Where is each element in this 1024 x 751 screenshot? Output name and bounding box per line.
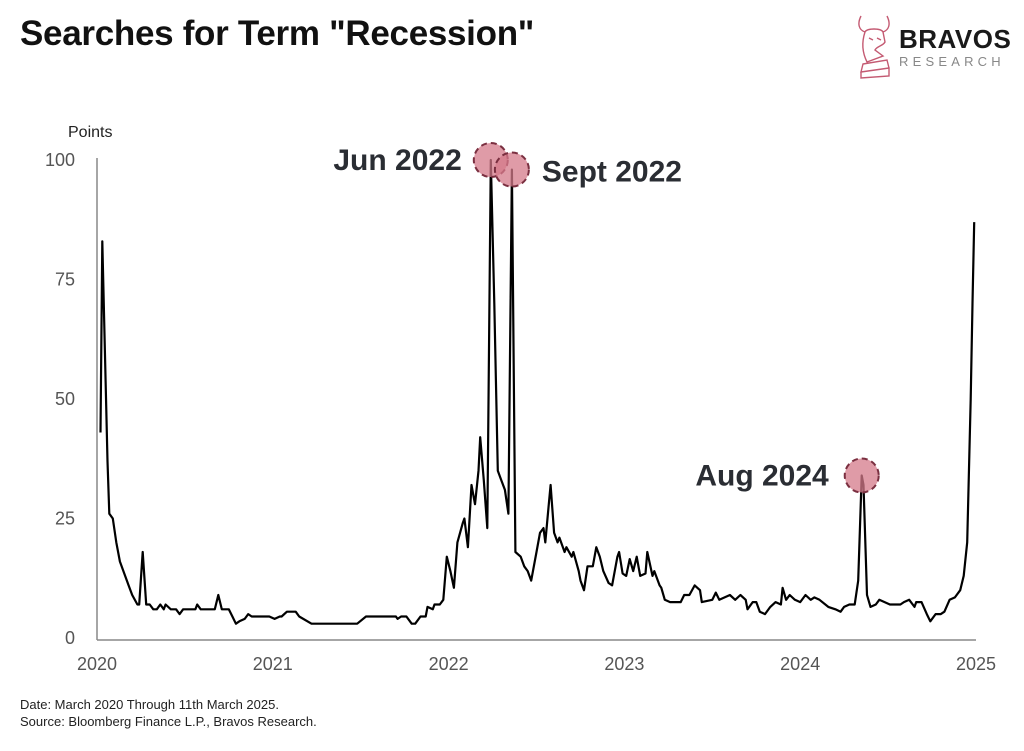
- y-axis-label: Points: [68, 124, 112, 141]
- highlight-marker: [843, 457, 880, 494]
- highlight-marker: [493, 151, 530, 188]
- page-title: Searches for Term "Recession": [20, 14, 535, 53]
- x-tick-label: 2023: [604, 654, 644, 674]
- bravos-knight-logo-icon: [858, 15, 890, 79]
- footnote-source: Source: Bloomberg Finance L.P., Bravos R…: [20, 714, 317, 729]
- series-line: [99, 158, 976, 625]
- logo: BRAVOS RESEARCH: [899, 26, 1011, 71]
- x-tick-label: 2024: [780, 654, 820, 674]
- annotation-label: Jun 2022: [333, 144, 461, 177]
- annotation-label: Sept 2022: [542, 156, 682, 189]
- x-tick-label: 2022: [429, 654, 469, 674]
- logo-brand: BRAVOS: [899, 24, 1012, 54]
- y-tick-label: 50: [55, 389, 75, 409]
- y-tick-label: 25: [55, 509, 75, 529]
- annotation-label: Aug 2024: [695, 459, 829, 492]
- footnote-date: Date: March 2020 Through 11th March 2025…: [20, 697, 279, 712]
- y-tick-label: 0: [65, 628, 75, 648]
- logo-sub: RESEARCH: [899, 54, 1005, 69]
- x-tick-label: 2025: [956, 654, 996, 674]
- y-tick-label: 75: [55, 270, 75, 290]
- x-tick-label: 2020: [77, 654, 117, 674]
- x-tick-label: 2021: [253, 654, 293, 674]
- y-tick-label: 100: [45, 150, 75, 170]
